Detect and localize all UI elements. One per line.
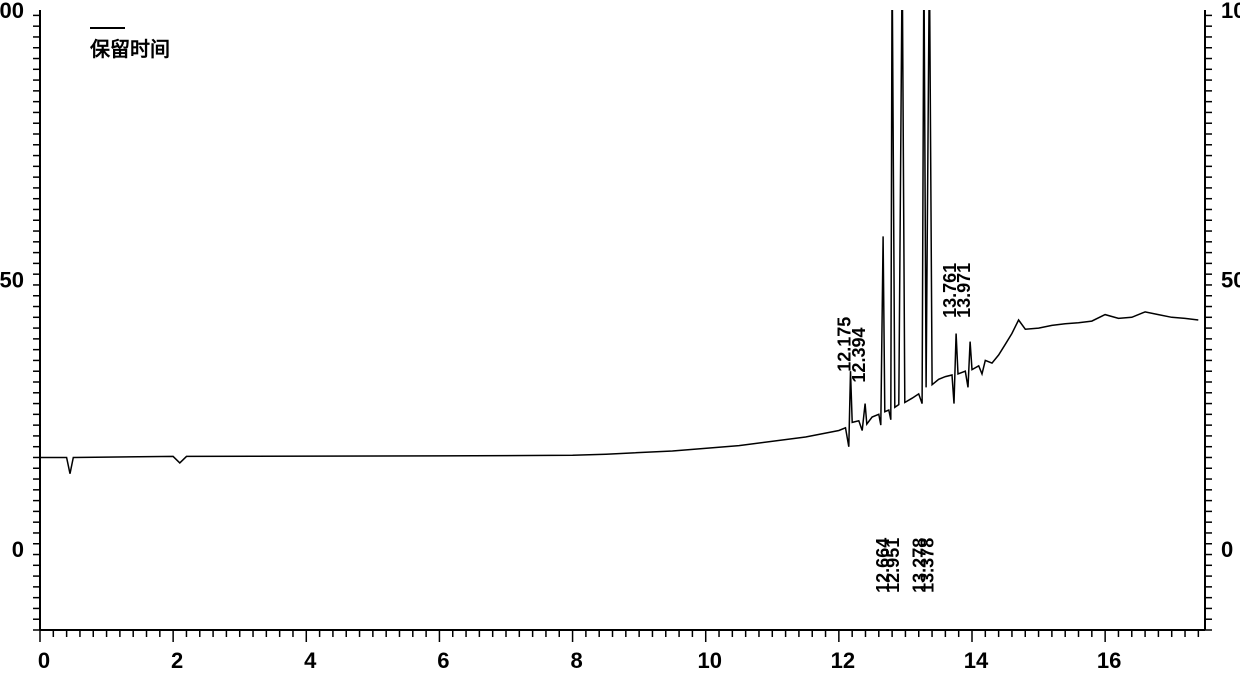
x-tick-label: 8 [570, 648, 582, 673]
y-tick-label-right: 50 [1221, 268, 1240, 293]
y-tick-label-left: 0 [12, 537, 24, 562]
peak-label: 13.971 [954, 263, 974, 318]
y-tick-label-right: 100 [1221, 0, 1240, 23]
chromatogram-trace [40, 0, 1198, 474]
chart-svg: 0246810121416050100050100保留时间12.17512.39… [0, 0, 1240, 682]
y-tick-label-right: 0 [1221, 537, 1233, 562]
chromatogram-chart: 0246810121416050100050100保留时间12.17512.39… [0, 0, 1240, 682]
y-tick-label-left: 100 [0, 0, 24, 23]
x-tick-label: 12 [831, 648, 855, 673]
x-tick-label: 2 [171, 648, 183, 673]
legend-label: 保留时间 [89, 37, 170, 61]
y-tick-label-left: 50 [0, 268, 24, 293]
x-tick-label: 6 [437, 648, 449, 673]
x-tick-label: 16 [1097, 648, 1121, 673]
x-tick-label: 10 [697, 648, 721, 673]
x-tick-label: 14 [964, 648, 989, 673]
peak-label: 13.378 [917, 538, 937, 593]
peak-label: 12.951 [883, 538, 903, 593]
peak-label: 12.394 [849, 328, 869, 383]
x-tick-label: 0 [38, 648, 50, 673]
x-tick-label: 4 [304, 648, 317, 673]
